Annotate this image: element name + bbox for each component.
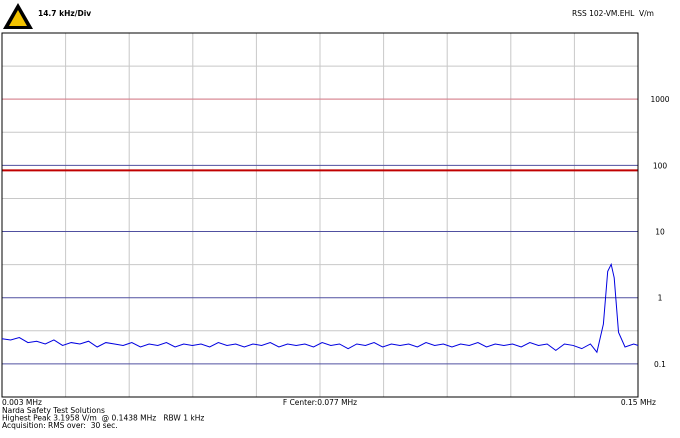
footer-line: Acquisition: RMS over: 30 sec. bbox=[2, 421, 118, 430]
span-label: 14.7 kHz/Div bbox=[38, 9, 91, 18]
footer-line: Narda Safety Test Solutions bbox=[2, 406, 105, 415]
y-tick-label: 0.1 bbox=[654, 360, 666, 369]
y-tick-label: 10 bbox=[655, 228, 665, 237]
trace bbox=[1, 262, 639, 354]
x-tick-label: F Center:0.077 MHz bbox=[283, 398, 357, 407]
plot-frame bbox=[1, 32, 639, 398]
footer-line: Highest Peak 3.1958 V/m @ 0.1438 MHz RBW… bbox=[2, 414, 204, 423]
y-tick-label: 100 bbox=[653, 161, 668, 170]
chart-title: RSS 102-VM.EHL V/m bbox=[572, 9, 654, 18]
x-tick-label: 0.15 MHz bbox=[621, 398, 656, 407]
x-tick-label: 0.003 MHz bbox=[2, 398, 42, 407]
warning-icon-inner bbox=[9, 10, 27, 26]
y-tick-label: 1000 bbox=[650, 95, 669, 104]
y-tick-label: 1 bbox=[658, 294, 663, 303]
